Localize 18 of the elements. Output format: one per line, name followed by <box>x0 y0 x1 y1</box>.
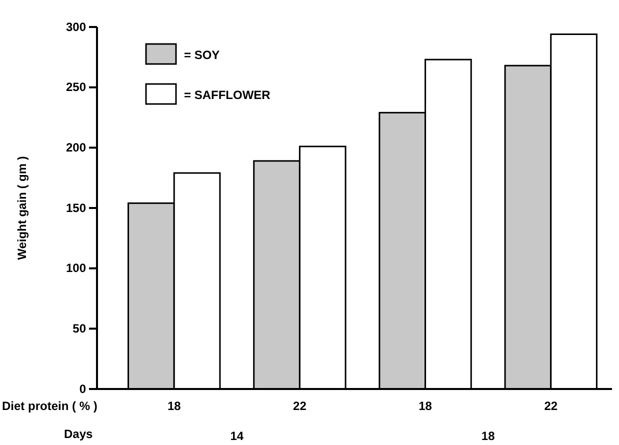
x-tick-label: 18 <box>167 399 182 413</box>
text: 18 <box>481 429 496 443</box>
text: 14 <box>230 429 244 443</box>
x-tick-label: 22 <box>544 399 558 413</box>
y-tick-label: 200 <box>66 140 86 155</box>
x-tick-label: 18 <box>418 399 432 413</box>
y-tick-label: 250 <box>66 80 86 94</box>
legend-label: = SAFFLOWER <box>184 88 271 102</box>
y-tick-label: 300 <box>66 20 86 34</box>
y-tick-label: 0 <box>79 382 86 396</box>
y-tick-label: 50 <box>72 322 86 336</box>
text: Diet protein ( % ) <box>2 399 98 413</box>
y-tick-label: 150 <box>66 200 86 215</box>
y-tick-label: 100 <box>66 261 86 276</box>
text: Days <box>64 427 94 441</box>
legend-label: = SOY <box>184 48 220 62</box>
y-axis-title: Weight gain ( gm ) <box>15 156 29 260</box>
x-tick-label: 22 <box>293 399 307 413</box>
